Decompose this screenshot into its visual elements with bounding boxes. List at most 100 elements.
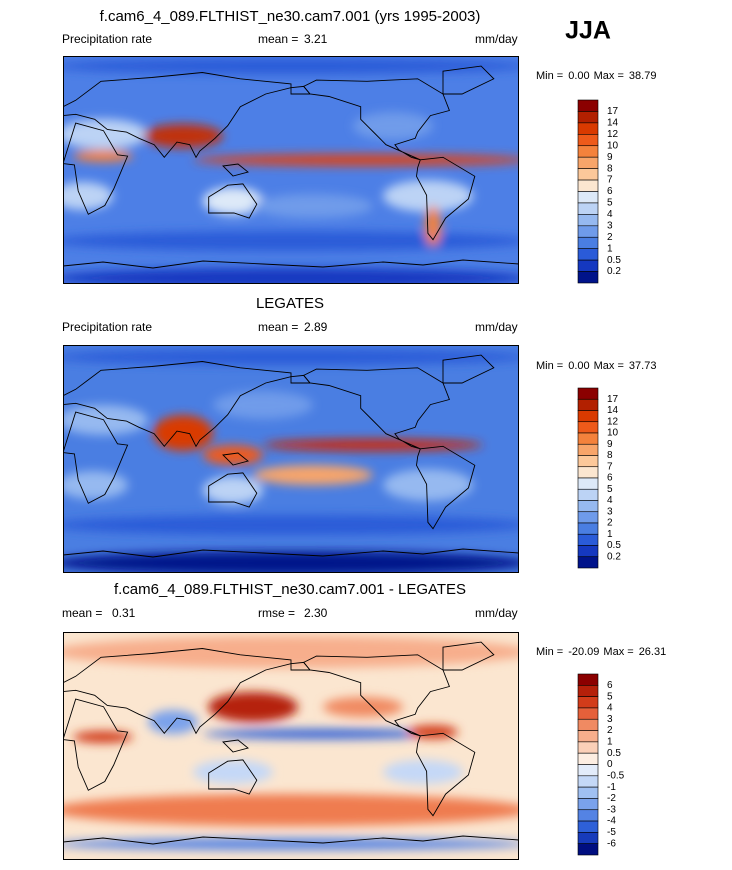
colorbar-swatch: [577, 236, 599, 249]
colorbar-swatch: [577, 764, 599, 777]
stat-label: mean =: [258, 320, 298, 334]
panel-title: f.cam6_4_089.FLTHIST_ne30.cam7.001 (yrs …: [100, 8, 481, 25]
colorbar-label: 1: [607, 737, 613, 748]
colorbar-swatch: [577, 122, 599, 135]
panel-title: f.cam6_4_089.FLTHIST_ne30.cam7.001 - LEG…: [114, 581, 466, 598]
colorbar-label: 0.2: [607, 551, 621, 562]
colorbar-label: -0.5: [607, 770, 625, 781]
colorbar-label: -1: [607, 782, 616, 793]
max-label: Max =: [594, 360, 624, 372]
colorbar-swatch: [577, 156, 599, 169]
colorbar-swatch: [577, 500, 599, 513]
colorbar-swatch: [577, 730, 599, 743]
stat-value: 3.21: [304, 32, 328, 46]
colorbar-swatch: [577, 191, 599, 204]
units-label: mm/day: [475, 606, 518, 620]
colorbar-label: -2: [607, 793, 616, 804]
colorbar-label: 3: [607, 220, 613, 231]
colorbar-label: 4: [607, 703, 613, 714]
colorbar-label: 0.5: [607, 540, 621, 551]
min-max: Min = -20.09 Max = 26.31: [536, 646, 666, 658]
map-panel-2: [63, 345, 519, 573]
colorbar-swatch: [577, 741, 599, 754]
colorbar-label: 3: [607, 506, 613, 517]
colorbar-label: 9: [607, 152, 613, 163]
colorbar-swatch: [577, 259, 599, 272]
colorbar-label: 1: [607, 529, 613, 540]
colorbar-label: 0.5: [607, 255, 621, 266]
min-label: Min =: [536, 360, 563, 372]
max: 37.73: [629, 360, 657, 372]
colorbar-swatch: [577, 202, 599, 215]
colorbar-label: 5: [607, 198, 613, 209]
left-label: Precipitation rate: [62, 32, 152, 46]
colorbar-label: 7: [607, 175, 613, 186]
panel-title: LEGATES: [256, 295, 324, 312]
min-label: Min =: [536, 646, 563, 658]
colorbar-swatch: [577, 410, 599, 423]
colorbar-label: 17: [607, 394, 619, 405]
colorbar-swatch: [577, 752, 599, 765]
colorbar-swatch: [577, 455, 599, 468]
min: 0.00: [568, 360, 589, 372]
max: 26.31: [639, 646, 667, 658]
colorbar-swatch: [577, 545, 599, 558]
colorbar-label: -5: [607, 827, 616, 838]
colorbar-label: 2: [607, 518, 613, 529]
min-label: Min =: [536, 70, 563, 82]
max: 38.79: [629, 70, 657, 82]
colorbar-label: 0.2: [607, 266, 621, 277]
colorbar-swatch: [577, 225, 599, 238]
colorbar-swatch: [577, 248, 599, 261]
colorbar-label: 10: [607, 140, 619, 151]
stat-value: 2.30: [304, 606, 328, 620]
colorbar-swatch: [577, 533, 599, 546]
min: -20.09: [568, 646, 599, 658]
colorbar-label: 4: [607, 495, 613, 506]
colorbar-swatch: [577, 488, 599, 501]
colorbar-swatch: [577, 271, 599, 284]
colorbar-swatch: [577, 511, 599, 524]
colorbar-label: -4: [607, 816, 616, 827]
season-label: JJA: [565, 17, 611, 45]
colorbar-label: 5: [607, 484, 613, 495]
colorbar-swatch: [577, 696, 599, 709]
colorbar-swatch: [577, 214, 599, 227]
colorbar-swatch: [577, 820, 599, 833]
min-max: Min = 0.00 Max = 37.73: [536, 360, 656, 372]
colorbar-swatch: [577, 775, 599, 788]
colorbar-swatch: [577, 111, 599, 124]
stat-label: rmse =: [258, 606, 295, 620]
stat-label: mean =: [258, 32, 298, 46]
colorbar-swatch: [577, 421, 599, 434]
colorbar-label: 8: [607, 450, 613, 461]
colorbar-swatch: [577, 685, 599, 697]
colorbar-label: 14: [607, 118, 619, 129]
left-value: 0.31: [112, 606, 136, 620]
min: 0.00: [568, 70, 589, 82]
colorbar-label: 14: [607, 405, 619, 416]
colorbar-swatch: [577, 466, 599, 479]
colorbar-swatch: [577, 134, 599, 147]
units-label: mm/day: [475, 32, 518, 46]
colorbar-label: 2: [607, 725, 613, 736]
colorbar-swatch: [577, 522, 599, 535]
colorbar-label: 17: [607, 106, 619, 117]
colorbar-label: 4: [607, 209, 613, 220]
colorbar-swatch: [577, 707, 599, 720]
colorbar-swatch: [577, 809, 599, 822]
colorbar-swatch: [577, 673, 599, 686]
colorbar-swatch: [577, 443, 599, 456]
colorbar-swatch: [577, 798, 599, 811]
min-max: Min = 0.00 Max = 38.79: [536, 70, 656, 82]
colorbar-label: 1: [607, 243, 613, 254]
colorbar-swatch: [577, 556, 599, 569]
left-label: Precipitation rate: [62, 320, 152, 334]
colorbar-label: 0.5: [607, 748, 621, 759]
map-panel-3: [63, 632, 519, 860]
colorbar-label: 6: [607, 473, 613, 484]
colorbar-swatch: [577, 832, 599, 844]
colorbar-swatch: [577, 843, 599, 856]
colorbar-label: 6: [607, 680, 613, 691]
colorbar-swatch: [577, 398, 599, 411]
